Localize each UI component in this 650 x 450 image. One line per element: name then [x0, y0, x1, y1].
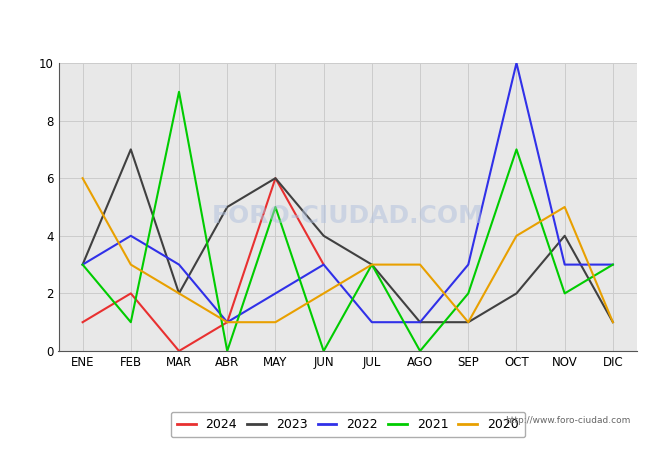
Text: FORO-CIUDAD.COM: FORO-CIUDAD.COM	[212, 204, 484, 228]
Legend: 2024, 2023, 2022, 2021, 2020: 2024, 2023, 2022, 2021, 2020	[170, 412, 525, 437]
Text: Matriculaciones de Vehiculos en Canena: Matriculaciones de Vehiculos en Canena	[158, 11, 492, 29]
Text: http://www.foro-ciudad.com: http://www.foro-ciudad.com	[505, 416, 630, 425]
